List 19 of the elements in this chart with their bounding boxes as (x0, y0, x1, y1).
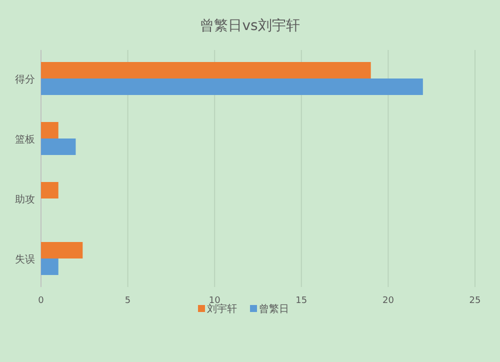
bar (41, 122, 58, 138)
y-tick-label: 篮板 (15, 134, 35, 146)
y-tick-label: 失误 (15, 254, 35, 266)
bar (41, 182, 58, 198)
chart-title: 曾繁日vs刘宇轩 (200, 18, 300, 34)
bar (41, 62, 371, 78)
x-tick-label: 25 (469, 296, 481, 306)
legend-label: 曾繁日 (259, 303, 289, 315)
x-tick-label: 0 (38, 296, 44, 306)
x-tick-label: 15 (296, 296, 308, 306)
legend-label: 刘宇轩 (207, 303, 237, 315)
y-tick-label: 得分 (15, 74, 35, 86)
bar (41, 138, 76, 155)
bar (41, 258, 58, 275)
bar (41, 78, 423, 95)
bar (41, 242, 83, 258)
x-tick-label: 20 (382, 296, 394, 306)
x-tick-label: 5 (124, 296, 131, 306)
y-tick-label: 助攻 (15, 194, 35, 206)
